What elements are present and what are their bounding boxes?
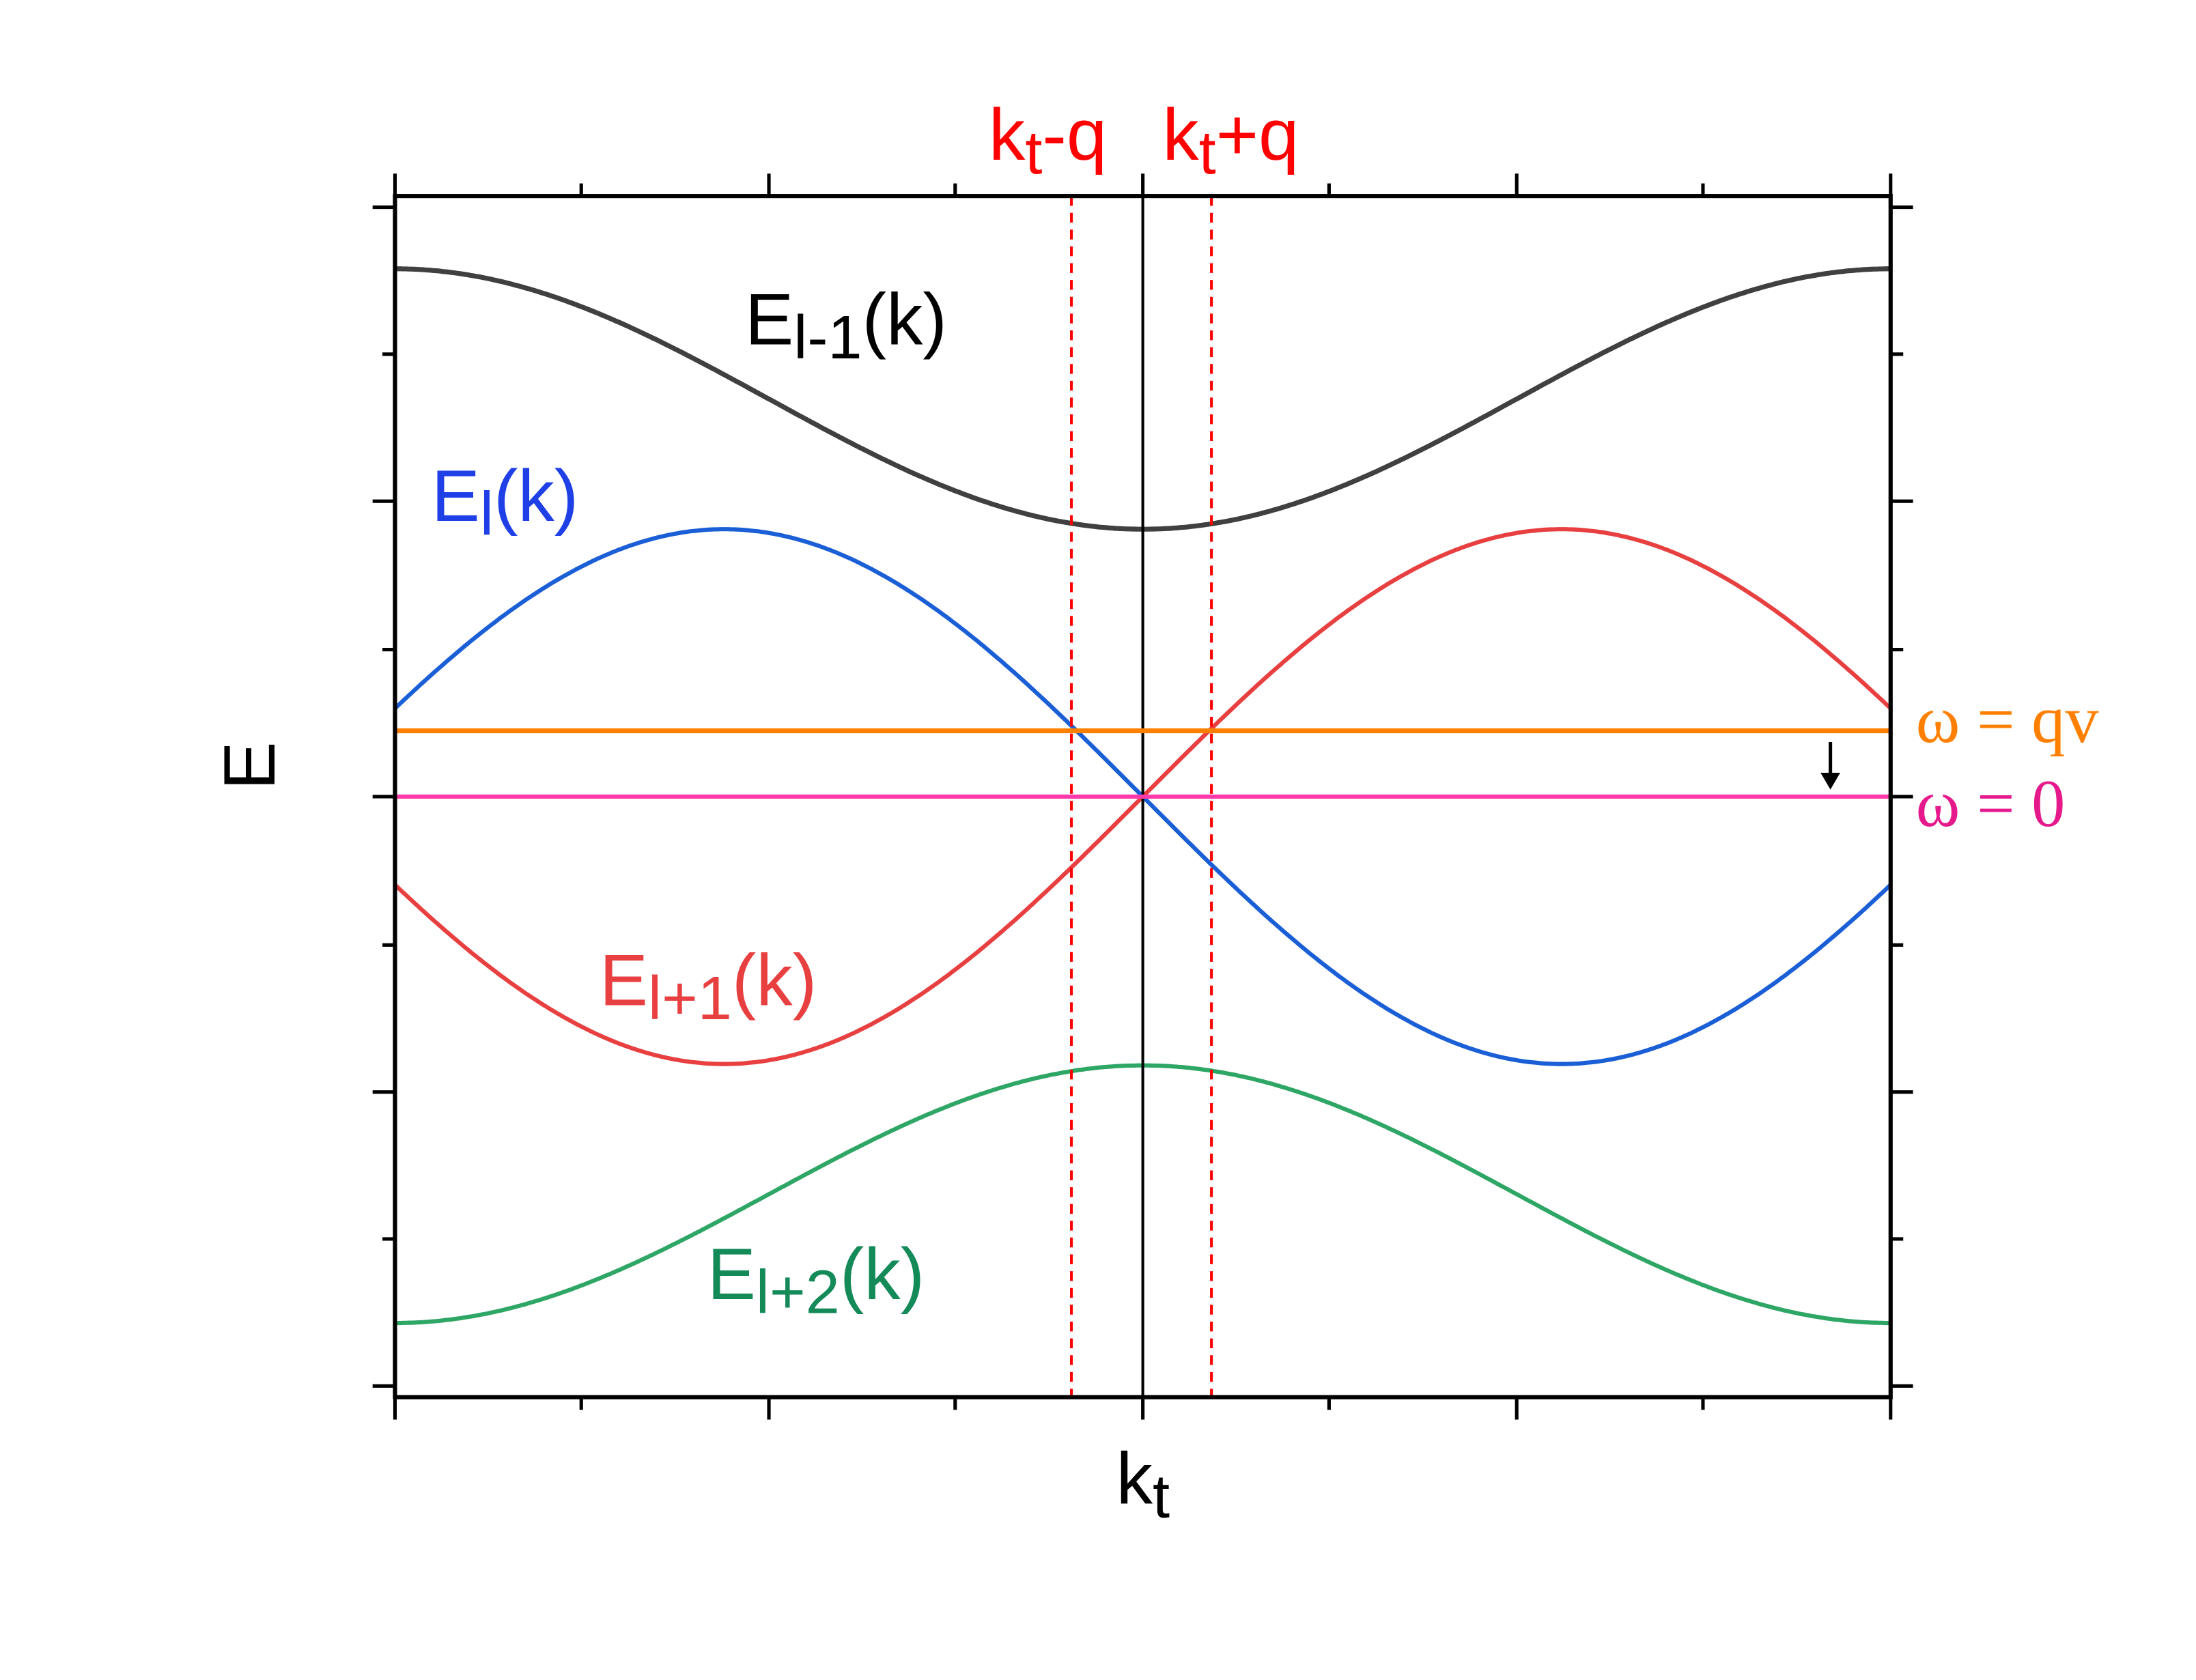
label-text: k	[1162, 94, 1199, 175]
x-axis-label: kt	[1116, 1438, 1170, 1532]
label-text: (k)	[494, 455, 578, 537]
band-label: El-1(k)	[745, 279, 947, 373]
arrow-head	[1820, 773, 1840, 790]
label-sub: l	[480, 479, 494, 548]
band-label: El+1(k)	[600, 939, 817, 1033]
label-sub: t	[1025, 118, 1042, 187]
line-label: ω = 0	[1916, 767, 2066, 841]
label-sub: t	[1153, 1462, 1170, 1531]
label-text: E	[600, 939, 648, 1021]
label-sub: t	[1199, 118, 1216, 187]
frame	[393, 194, 1893, 1399]
label-sub: l-1	[793, 303, 862, 372]
label-text: E	[745, 279, 793, 360]
band-label: El+2(k)	[707, 1233, 925, 1327]
label: kt-q	[989, 94, 1107, 188]
label-sub: l+1	[648, 964, 732, 1033]
label-text: E	[432, 455, 480, 537]
label-text: (k)	[840, 1233, 925, 1315]
label: kt+q	[1162, 94, 1299, 188]
line-label: ω = qv	[1916, 683, 2100, 757]
label-text: (k)	[732, 939, 817, 1021]
band-label: El(k)	[432, 455, 579, 549]
label-text: k	[989, 94, 1026, 175]
label-text: -q	[1042, 94, 1107, 175]
label-text: k	[1116, 1438, 1153, 1520]
label-text: +q	[1216, 94, 1299, 175]
y-axis-label: E	[208, 741, 290, 790]
label-text: E	[707, 1233, 756, 1315]
label-text: (k)	[862, 279, 947, 360]
label-sub: l+2	[756, 1258, 840, 1327]
